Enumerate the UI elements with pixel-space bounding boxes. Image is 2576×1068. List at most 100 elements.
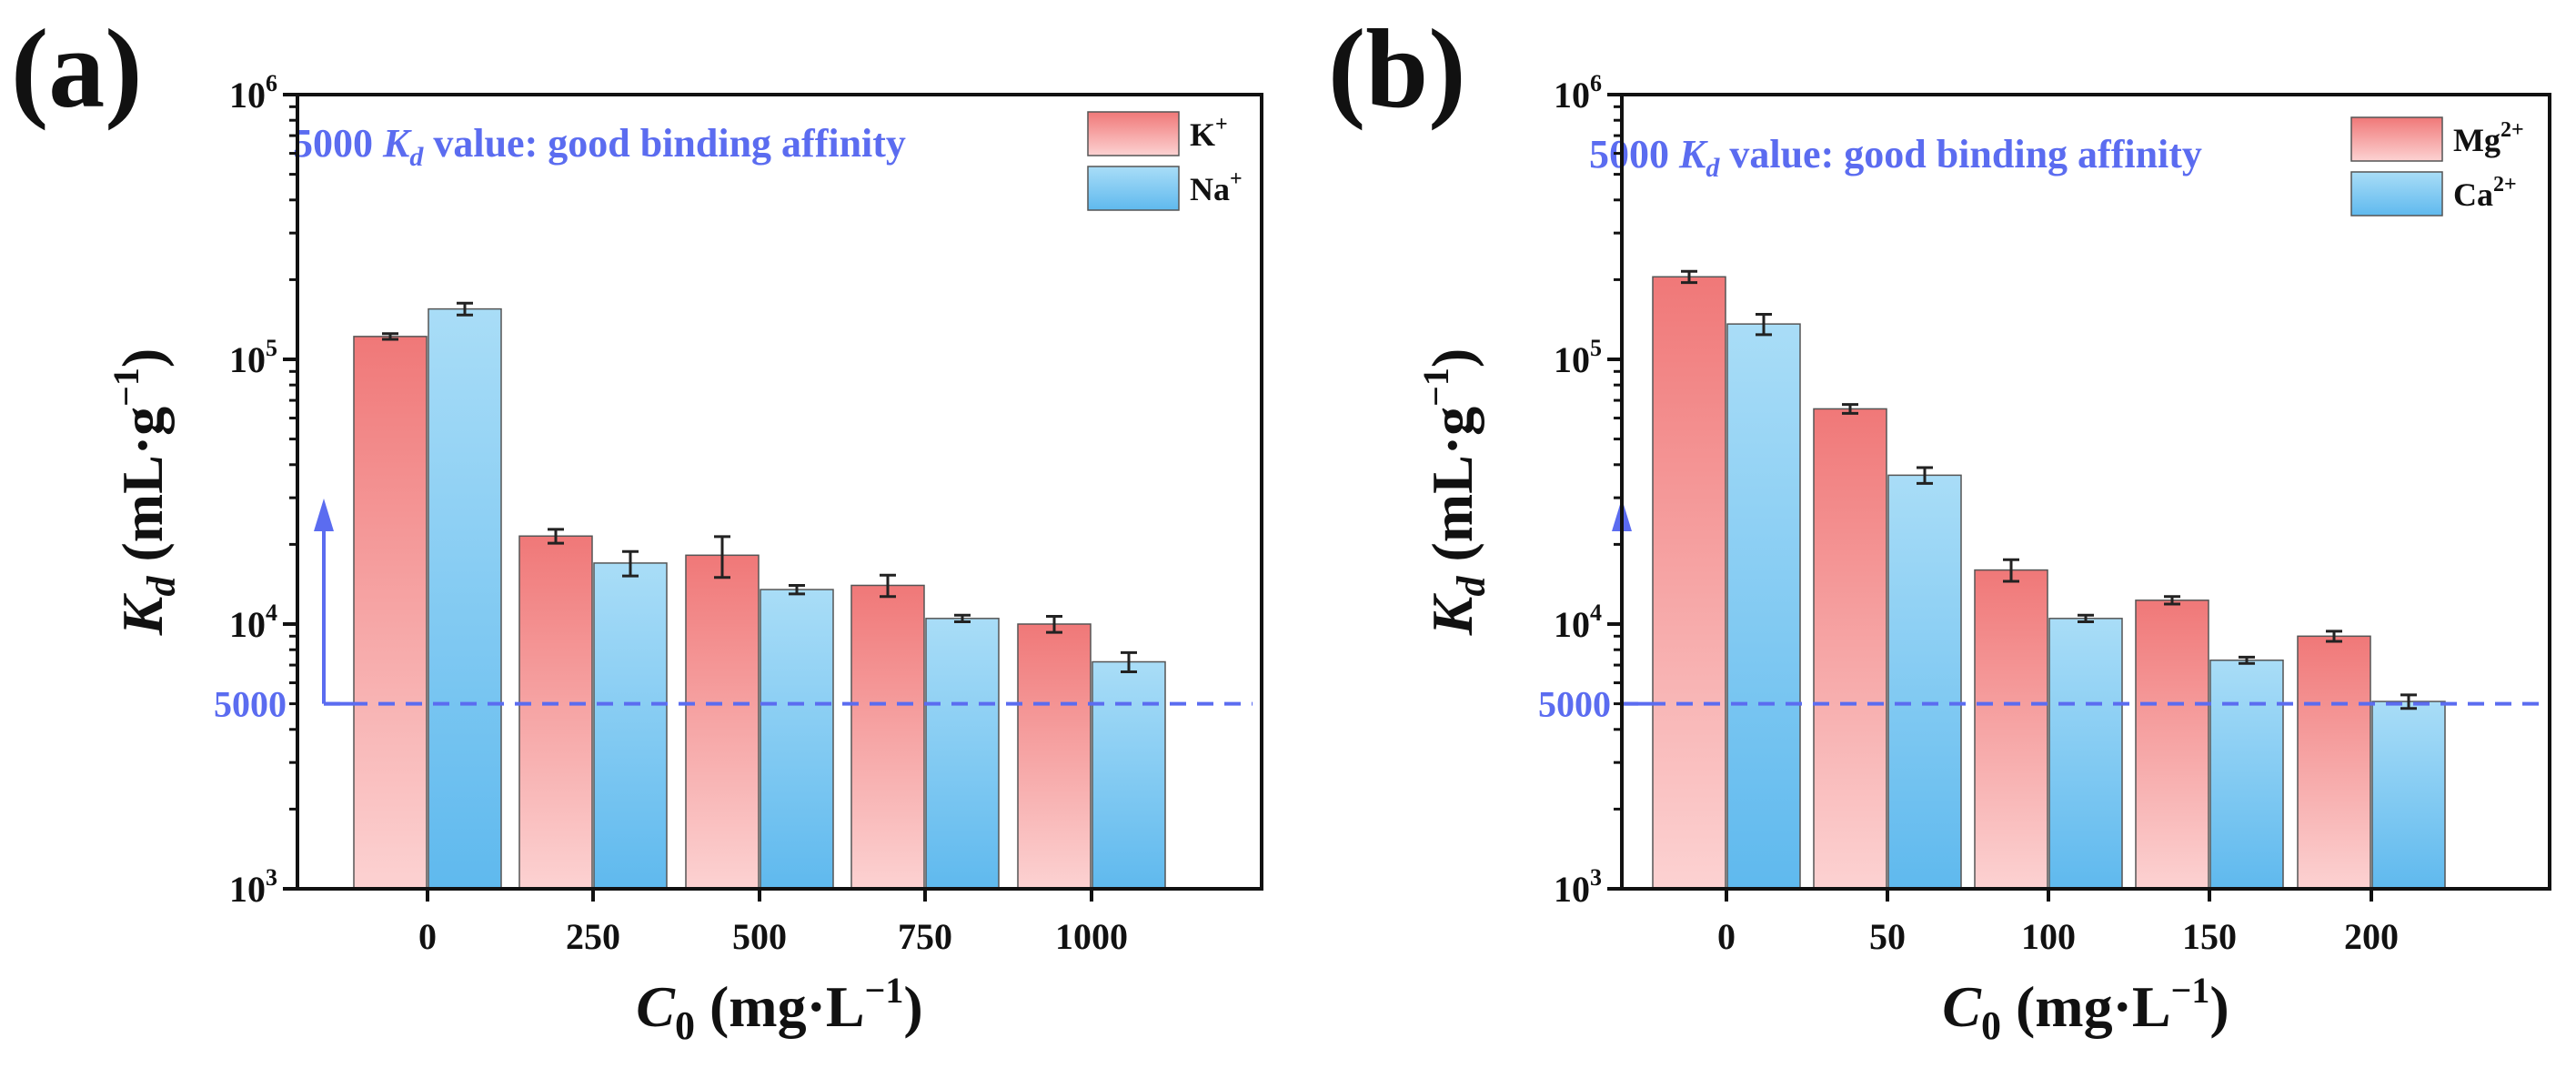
bar-mg-150 [2135,599,2209,890]
y-tick-base: 10 [229,604,266,645]
y-tick-exponent: 5 [1590,335,1602,361]
x-title-subscript: 0 [675,1003,695,1048]
annotation-symbol: K [1678,132,1708,176]
threshold-label: 5000 [1538,684,1611,725]
error-bar [2078,613,2094,623]
x-tick-label: 750 [898,916,952,957]
x-tick-label: 500 [732,916,787,957]
annotation-text: 5000 Kd value: good binding affinity [293,121,906,172]
error-bar [1756,312,1772,337]
annotation-text: 5000 Kd value: good binding affinity [1589,132,2202,183]
legend-ion: Na [1190,171,1230,207]
legend-charge: + [1230,167,1243,191]
bar-k-500 [685,554,760,890]
y-tick-label: 106 [229,70,277,116]
panel-label: (a) [11,6,143,131]
x-tick-label: 50 [1869,916,1906,957]
y-tick-exponent: 6 [1590,70,1602,96]
threshold-label: 5000 [214,684,287,725]
error-bar [789,583,805,596]
annotation-prefix: 5000 [1589,132,1679,176]
bar-k-0 [353,336,428,890]
y-tick-base: 10 [1554,75,1590,116]
error-bar [880,573,896,599]
legend-label-ca: Ca2+ [2453,173,2517,213]
bar-ca-150 [2209,660,2284,890]
y-tick-base: 10 [1554,604,1590,645]
x-title-close: ) [2209,974,2229,1039]
bar-k-1000 [1017,623,1092,890]
legend-ion: K [1190,116,1215,153]
y-tick-base: 10 [229,869,266,910]
error-bar [714,535,730,579]
legend-charge: + [1215,113,1228,136]
x-title-exponent: −1 [865,970,904,1011]
bar-k-750 [850,584,925,890]
bar-na-1000 [1092,660,1166,890]
legend: K+Na+ [1087,111,1243,211]
y-tick-label: 103 [229,864,277,910]
y-title-close: ) [110,348,175,368]
x-tick-label: 1000 [1055,916,1128,957]
y-tick-exponent: 6 [266,70,277,96]
annotation-subscript: d [1706,153,1720,183]
y-axis-title: Kd (mL·g−1) [1415,348,1494,636]
y-tick-base: 10 [1554,869,1590,910]
legend-charge: 2+ [2493,173,2517,196]
bar-na-750 [925,618,1000,890]
error-bar [1681,269,1697,285]
x-axis-title: C0 (mg·L−1) [636,970,922,1048]
y-tick-exponent: 3 [1590,864,1602,891]
y-tick-label: 105 [229,335,277,380]
x-tick-label: 0 [418,916,437,957]
error-bar [954,613,971,623]
y-tick-exponent: 4 [266,599,277,626]
bar-na-500 [760,589,834,890]
legend-charge: 2+ [2501,118,2524,142]
error-bar [622,549,639,578]
error-bar [2239,655,2255,665]
y-title-close: ) [1420,348,1484,368]
legend-ion: Mg [2453,122,2501,158]
legend-swatch-na [1087,166,1180,211]
legend-swatch-k [1087,111,1180,156]
annotation-suffix: value: good binding affinity [423,121,906,166]
y-title-subscript: d [139,576,184,597]
x-axis-title: C0 (mg·L−1) [1942,970,2229,1048]
legend-swatch-ca [2350,171,2443,217]
bar-mg-0 [1652,276,1726,890]
error-bar [382,332,398,341]
legend-label-k: K+ [1190,113,1228,153]
x-tick-label: 150 [2182,916,2237,957]
legend-swatch-mg [2350,116,2443,162]
legend: Mg2+Ca2+ [2350,116,2524,217]
y-tick-exponent: 4 [1590,599,1602,626]
y-title-symbol: K [1420,592,1484,636]
error-bar [1842,403,1858,415]
y-tick-exponent: 3 [266,864,277,891]
error-bar [2400,693,2417,710]
y-tick-label: 104 [229,599,277,645]
error-bar [2326,630,2342,643]
bar-ca-0 [1726,323,1801,890]
panel-label: (b) [1328,6,1466,131]
bar-ca-200 [2371,700,2446,890]
annotation-suffix: value: good binding affinity [1719,132,2202,176]
x-title-unit: (mg·L [2001,974,2171,1039]
y-tick-exponent: 5 [266,335,277,361]
plot-frame [1620,93,2551,891]
legend-label-mg: Mg2+ [2453,118,2524,158]
bar-mg-100 [1974,569,2048,890]
y-tick-label: 103 [1554,864,1602,910]
annotation-prefix: 5000 [293,121,383,166]
x-title-subscript: 0 [1981,1003,2001,1048]
y-axis-title: Kd (mL·g−1) [106,348,184,636]
bar-mg-200 [2297,635,2371,890]
error-bar [1046,614,1062,634]
x-title-exponent: −1 [2171,970,2210,1011]
y-title-symbol: K [110,592,175,636]
bar-na-0 [428,307,502,890]
